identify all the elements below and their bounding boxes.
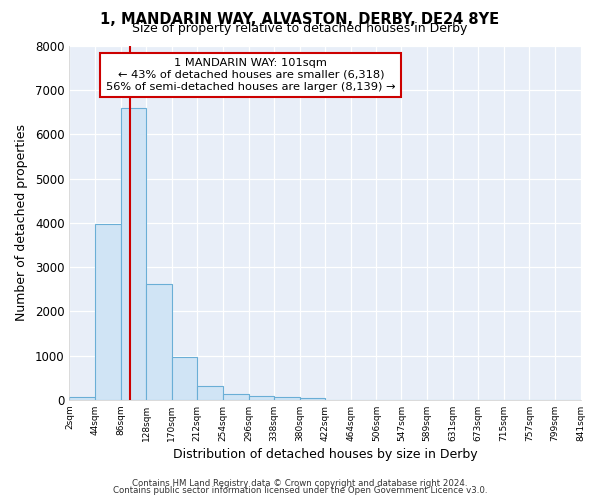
Bar [95,224,121,400]
Text: 1 MANDARIN WAY: 101sqm
← 43% of detached houses are smaller (6,318)
56% of semi-: 1 MANDARIN WAY: 101sqm ← 43% of detached… [106,58,395,92]
Bar [70,396,95,400]
Bar [299,398,325,400]
Bar [121,108,146,400]
Bar [274,398,299,400]
Text: Size of property relative to detached houses in Derby: Size of property relative to detached ho… [133,22,467,35]
Text: Contains HM Land Registry data © Crown copyright and database right 2024.: Contains HM Land Registry data © Crown c… [132,478,468,488]
Bar [172,358,197,400]
Text: 1, MANDARIN WAY, ALVASTON, DERBY, DE24 8YE: 1, MANDARIN WAY, ALVASTON, DERBY, DE24 8… [100,12,500,26]
Y-axis label: Number of detached properties: Number of detached properties [15,124,28,322]
Bar [146,284,172,400]
X-axis label: Distribution of detached houses by size in Derby: Distribution of detached houses by size … [173,448,477,461]
Bar [223,394,248,400]
Bar [197,386,223,400]
Text: Contains public sector information licensed under the Open Government Licence v3: Contains public sector information licen… [113,486,487,495]
Bar [248,396,274,400]
